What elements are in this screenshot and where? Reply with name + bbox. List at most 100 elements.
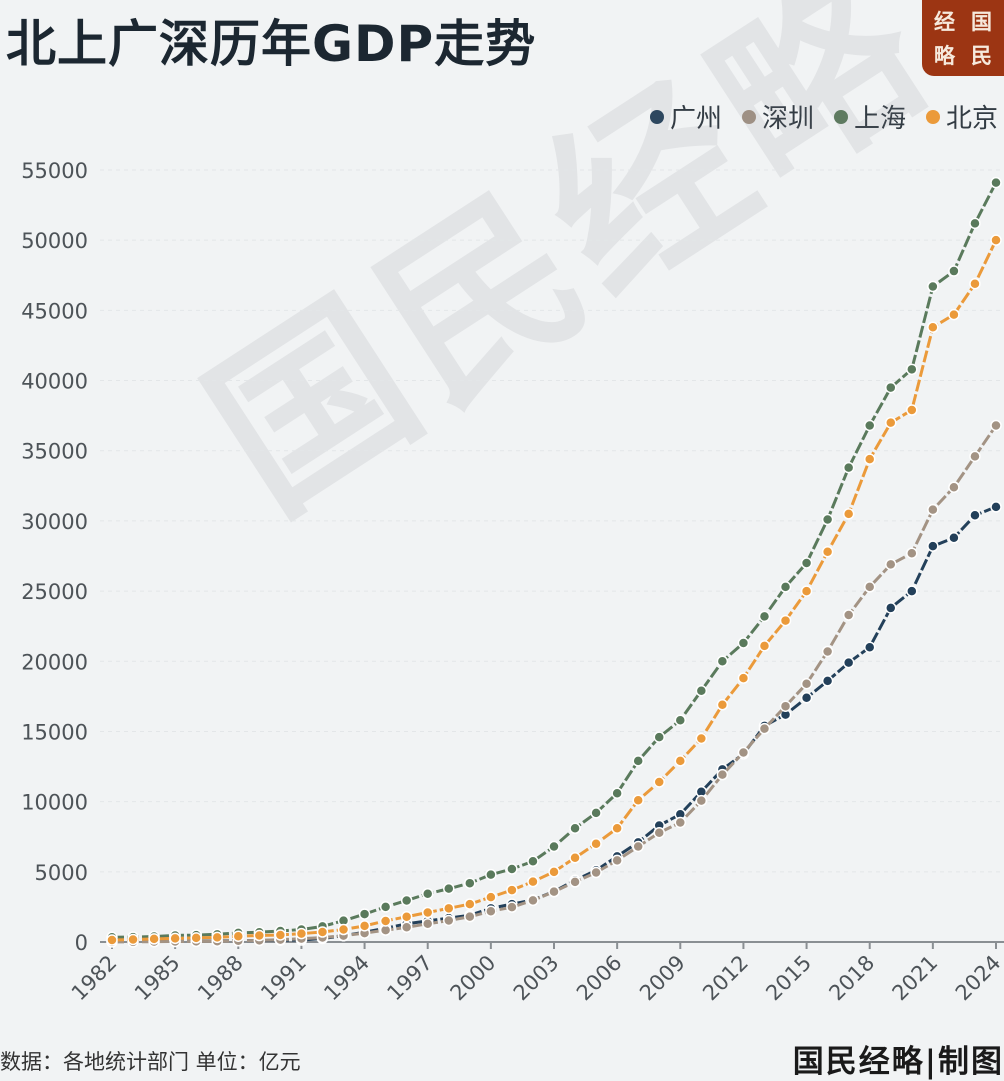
data-point[interactable] bbox=[569, 822, 581, 835]
data-point[interactable] bbox=[506, 901, 518, 913]
data-point[interactable] bbox=[506, 863, 518, 875]
data-point[interactable] bbox=[485, 891, 497, 903]
data-point[interactable] bbox=[885, 416, 897, 429]
data-point[interactable] bbox=[611, 854, 623, 867]
data-point[interactable] bbox=[485, 905, 497, 917]
data-point[interactable] bbox=[548, 840, 560, 853]
data-point[interactable] bbox=[716, 768, 729, 781]
data-point[interactable] bbox=[485, 868, 497, 881]
data-point[interactable] bbox=[443, 882, 455, 895]
data-point[interactable] bbox=[358, 908, 371, 920]
data-point[interactable] bbox=[590, 866, 602, 879]
data-point[interactable] bbox=[906, 585, 918, 597]
data-point[interactable] bbox=[842, 508, 855, 520]
data-point[interactable] bbox=[927, 540, 939, 552]
data-point[interactable] bbox=[421, 887, 434, 900]
data-point[interactable] bbox=[969, 277, 981, 290]
data-point[interactable] bbox=[211, 931, 223, 944]
data-point[interactable] bbox=[695, 794, 708, 807]
data-point[interactable] bbox=[906, 404, 918, 416]
data-point[interactable] bbox=[190, 932, 202, 944]
data-point[interactable] bbox=[821, 675, 834, 687]
data-point[interactable] bbox=[758, 610, 771, 623]
data-point[interactable] bbox=[274, 929, 287, 941]
data-point[interactable] bbox=[779, 700, 792, 712]
data-point[interactable] bbox=[106, 934, 118, 946]
data-point[interactable] bbox=[148, 933, 160, 945]
data-point[interactable] bbox=[842, 609, 855, 621]
data-point[interactable] bbox=[927, 321, 939, 333]
data-point[interactable] bbox=[737, 746, 750, 759]
data-point[interactable] bbox=[653, 776, 665, 788]
data-point[interactable] bbox=[127, 933, 139, 946]
data-point[interactable] bbox=[800, 557, 813, 569]
data-point[interactable] bbox=[800, 585, 813, 597]
data-point[interactable] bbox=[821, 546, 834, 558]
data-point[interactable] bbox=[443, 914, 455, 927]
data-point[interactable] bbox=[716, 655, 729, 668]
data-point[interactable] bbox=[421, 906, 434, 919]
data-point[interactable] bbox=[885, 381, 897, 394]
data-point[interactable] bbox=[842, 656, 855, 669]
data-point[interactable] bbox=[590, 807, 602, 819]
data-point[interactable] bbox=[506, 884, 518, 896]
data-point[interactable] bbox=[632, 840, 644, 853]
data-point[interactable] bbox=[590, 837, 602, 850]
data-point[interactable] bbox=[464, 910, 476, 923]
data-point[interactable] bbox=[927, 280, 939, 293]
data-point[interactable] bbox=[906, 363, 918, 376]
data-point[interactable] bbox=[990, 501, 1002, 513]
data-point[interactable] bbox=[527, 855, 539, 868]
data-point[interactable] bbox=[737, 672, 750, 684]
data-point[interactable] bbox=[316, 926, 329, 938]
data-point[interactable] bbox=[842, 461, 855, 474]
data-point[interactable] bbox=[400, 921, 413, 934]
data-point[interactable] bbox=[863, 419, 876, 432]
data-point[interactable] bbox=[779, 614, 792, 627]
data-point[interactable] bbox=[400, 910, 413, 923]
data-point[interactable] bbox=[969, 509, 981, 522]
data-point[interactable] bbox=[990, 419, 1002, 432]
data-point[interactable] bbox=[863, 581, 876, 593]
data-point[interactable] bbox=[737, 637, 750, 649]
data-point[interactable] bbox=[421, 918, 434, 930]
legend-item-guangzhou[interactable]: 广州 bbox=[649, 98, 722, 135]
data-point[interactable] bbox=[653, 826, 665, 839]
data-point[interactable] bbox=[948, 481, 960, 493]
data-point[interactable] bbox=[885, 602, 897, 614]
data-point[interactable] bbox=[969, 217, 981, 230]
data-point[interactable] bbox=[358, 920, 371, 932]
data-point[interactable] bbox=[379, 901, 392, 913]
data-point[interactable] bbox=[990, 234, 1002, 246]
data-point[interactable] bbox=[758, 640, 771, 652]
data-point[interactable] bbox=[885, 558, 897, 571]
data-point[interactable] bbox=[464, 877, 476, 889]
data-point[interactable] bbox=[716, 699, 729, 711]
legend-item-shanghai[interactable]: 上海 bbox=[833, 98, 906, 135]
data-point[interactable] bbox=[695, 732, 708, 745]
data-point[interactable] bbox=[611, 787, 623, 799]
legend-item-beijing[interactable]: 北京 bbox=[925, 98, 998, 135]
data-point[interactable] bbox=[169, 932, 181, 945]
data-point[interactable] bbox=[379, 915, 392, 927]
data-point[interactable] bbox=[464, 898, 476, 910]
data-point[interactable] bbox=[674, 755, 687, 767]
data-point[interactable] bbox=[990, 176, 1002, 189]
data-point[interactable] bbox=[800, 677, 813, 690]
data-point[interactable] bbox=[969, 450, 981, 463]
data-point[interactable] bbox=[674, 714, 687, 726]
data-point[interactable] bbox=[695, 684, 708, 697]
data-point[interactable] bbox=[295, 927, 308, 940]
data-point[interactable] bbox=[400, 894, 413, 907]
data-point[interactable] bbox=[632, 755, 644, 767]
data-point[interactable] bbox=[443, 902, 455, 915]
data-point[interactable] bbox=[653, 731, 665, 743]
data-point[interactable] bbox=[948, 308, 960, 321]
data-point[interactable] bbox=[632, 794, 644, 806]
data-point[interactable] bbox=[906, 547, 918, 559]
data-point[interactable] bbox=[253, 929, 266, 942]
data-point[interactable] bbox=[232, 930, 245, 942]
data-point[interactable] bbox=[863, 641, 876, 653]
data-point[interactable] bbox=[548, 866, 560, 878]
data-point[interactable] bbox=[527, 894, 539, 907]
